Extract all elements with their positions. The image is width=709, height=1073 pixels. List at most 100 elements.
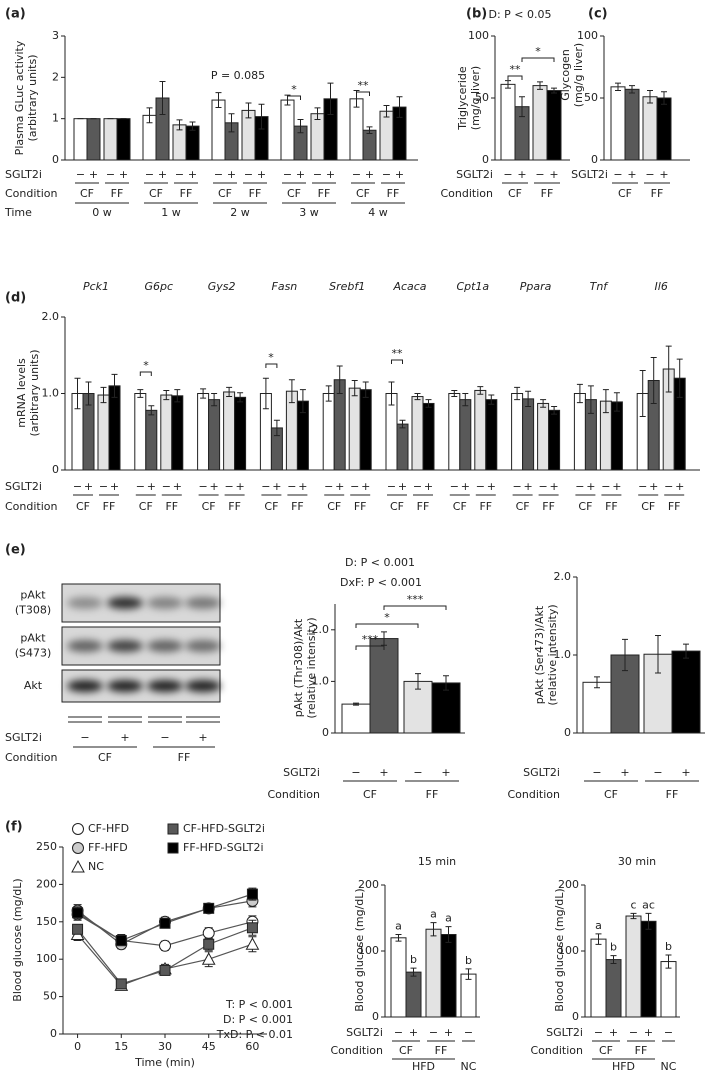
sglt2i-sign: + (272, 480, 281, 493)
sglt2i-sign: − (244, 168, 253, 181)
sglt2i-sign: − (512, 480, 521, 493)
sglt2i-sign: − (214, 168, 223, 181)
y-axis-label: (arbitrary units) (26, 54, 39, 141)
row-label: Time (4, 206, 32, 219)
condition-label: FF (291, 500, 304, 513)
sglt2i-sign: + (461, 480, 470, 493)
bar (390, 937, 407, 1018)
y-tick-label: 100 (577, 29, 598, 42)
error-bar (451, 389, 458, 398)
legend-label: CF-HFD-SGLT2i (183, 822, 265, 835)
marker (115, 978, 127, 990)
y-tick-label: 0 (572, 1010, 579, 1023)
sglt2i-sign: + (361, 480, 370, 493)
bar (625, 915, 642, 1018)
error-bar (299, 389, 306, 414)
bar (474, 389, 487, 471)
sglt2i-sign: + (487, 480, 496, 493)
row-label: SGLT2i (5, 731, 42, 744)
sglt2i-sign: + (84, 480, 93, 493)
error-bar (273, 419, 280, 437)
sglt2i-sign: + (335, 480, 344, 493)
sglt2i-sign: − (394, 1026, 403, 1039)
bar (145, 409, 158, 471)
category-label: Tnf (590, 280, 610, 293)
error-bar (111, 373, 118, 398)
error-bar (505, 80, 511, 89)
condition-label: CF (264, 500, 278, 513)
bar (460, 973, 477, 1018)
sglt2i-sign: − (575, 480, 584, 493)
sglt2i-sign: − (261, 480, 270, 493)
sglt2i-sign: + (409, 1026, 418, 1039)
sglt2i-sign: − (535, 168, 544, 181)
error-bar (445, 926, 452, 943)
y-axis-label: Blood glucose (mg/dL) (353, 888, 366, 1011)
sglt2i-sign: + (198, 731, 207, 744)
row-label: Condition (531, 1044, 584, 1057)
sglt2i-sign: − (613, 168, 622, 181)
error-bar (613, 392, 620, 412)
significance-letter: b (665, 940, 672, 953)
annotation: * (143, 359, 149, 372)
marker (203, 938, 215, 950)
x-tick-label: 30 (158, 1040, 172, 1053)
annotation: D: P < 0.05 (488, 8, 551, 21)
error-bar (537, 81, 543, 90)
bar (208, 399, 221, 471)
bar (348, 387, 361, 471)
category-label: 2 w (230, 206, 250, 219)
error-bar (146, 107, 153, 124)
sglt2i-sign: − (592, 766, 601, 779)
category-label: 0 w (92, 206, 112, 219)
bar (359, 389, 372, 471)
y-axis-label: (relative intensity) (546, 604, 559, 705)
category-label: Pck1 (83, 280, 109, 293)
sglt2i-sign: + (257, 168, 266, 181)
sglt2i-sign: + (609, 1026, 618, 1039)
condition-label: FF (651, 187, 664, 200)
sglt2i-sign: + (517, 168, 526, 181)
annotation: *** (407, 593, 424, 606)
condition-label: CF (618, 187, 632, 200)
bar (485, 399, 498, 471)
y-axis-label: Blood glucose (mg/dL) (11, 878, 24, 1001)
annotation: * (535, 45, 541, 58)
marker (72, 907, 84, 919)
condition-label: CF (604, 788, 618, 801)
panel-label: (b) (466, 7, 487, 22)
legend-label: CF-HFD (88, 822, 129, 835)
significance-letter: c (630, 898, 636, 911)
significance-letter: a (430, 908, 437, 921)
condition-label: FF (387, 187, 400, 200)
sglt2i-sign: + (523, 480, 532, 493)
significance-bracket (139, 371, 152, 376)
sglt2i-sign: − (162, 480, 171, 493)
bar (171, 395, 184, 471)
sglt2i-sign: − (503, 168, 512, 181)
sglt2i-sign: − (601, 480, 610, 493)
bar (624, 88, 640, 161)
legend-label: FF-HFD-SGLT2i (183, 841, 264, 854)
significance-bracket (391, 359, 403, 364)
error-bar (174, 389, 181, 403)
condition-label: FF (354, 500, 367, 513)
sglt2i-sign: + (424, 480, 433, 493)
significance-bracket (355, 623, 419, 628)
bar (522, 398, 535, 471)
error-bar (415, 673, 421, 690)
error-bar (462, 393, 469, 407)
category-label: Srebf1 (329, 280, 365, 293)
error-bar (85, 381, 92, 406)
error-bar (594, 676, 600, 689)
condition-label: FF (426, 788, 439, 801)
row-label: SGLT2i (5, 168, 42, 181)
blot-band (185, 640, 221, 652)
error-bar (650, 357, 657, 404)
error-bar (639, 370, 646, 417)
panel-label: (e) (5, 543, 26, 558)
bar (642, 96, 658, 161)
marker (203, 902, 215, 914)
error-bar (647, 90, 653, 104)
sglt2i-sign: − (594, 1026, 603, 1039)
